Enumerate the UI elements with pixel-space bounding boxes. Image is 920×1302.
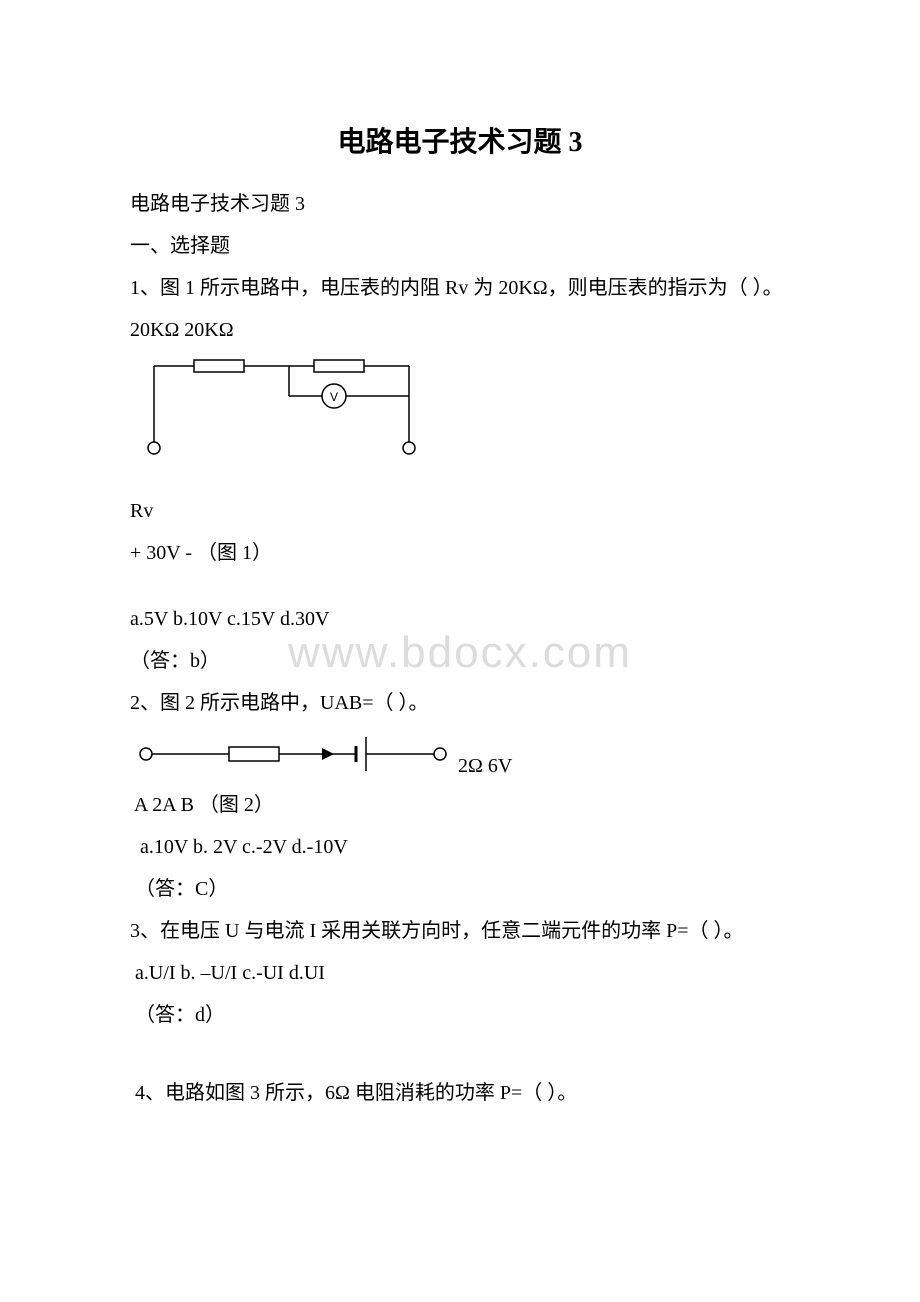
q1-options: a.5V b.10V c.15V d.30V [130, 599, 790, 639]
q3-options: a.U/I b. –U/I c.-UI d.UI [130, 953, 790, 993]
q1-prompt: 1、图 1 所示电路中，电压表的内阻 Rv 为 20KΩ，则电压表的指示为（ ）… [130, 268, 790, 308]
q2-line2: A 2A B （图 2） [130, 785, 790, 825]
q2-answer: （答：C） [130, 869, 790, 909]
section-header: 一、选择题 [130, 226, 790, 266]
q2-circuit-diagram: 2Ω 6V [134, 729, 790, 779]
q1-extra1: Rv [130, 491, 790, 531]
q3-prompt: 3、在电压 U 与电流 I 采用关联方向时，任意二端元件的功率 P=（ ）。 [130, 911, 790, 951]
svg-text:V: V [330, 390, 338, 404]
q1-extra2: + 30V - （图 1） [130, 533, 790, 573]
q1-answer: （答：b） [130, 641, 790, 681]
q1-circuit-diagram: V [134, 356, 790, 461]
q4-prompt: 4、电路如图 3 所示，6Ω 电阻消耗的功率 P=（ ）。 [130, 1073, 790, 1113]
q2-prompt: 2、图 2 所示电路中，UAB=（ ）。 [130, 683, 790, 723]
q3-answer: （答：d） [130, 995, 790, 1035]
q2-side-label: 2Ω 6V [458, 755, 512, 778]
page-title: 电路电子技术习题 3 [130, 120, 790, 160]
q1-labels: 20KΩ 20KΩ [130, 310, 790, 350]
q2-options: a.10V b. 2V c.-2V d.-10V [130, 827, 790, 867]
subtitle: 电路电子技术习题 3 [130, 184, 790, 224]
